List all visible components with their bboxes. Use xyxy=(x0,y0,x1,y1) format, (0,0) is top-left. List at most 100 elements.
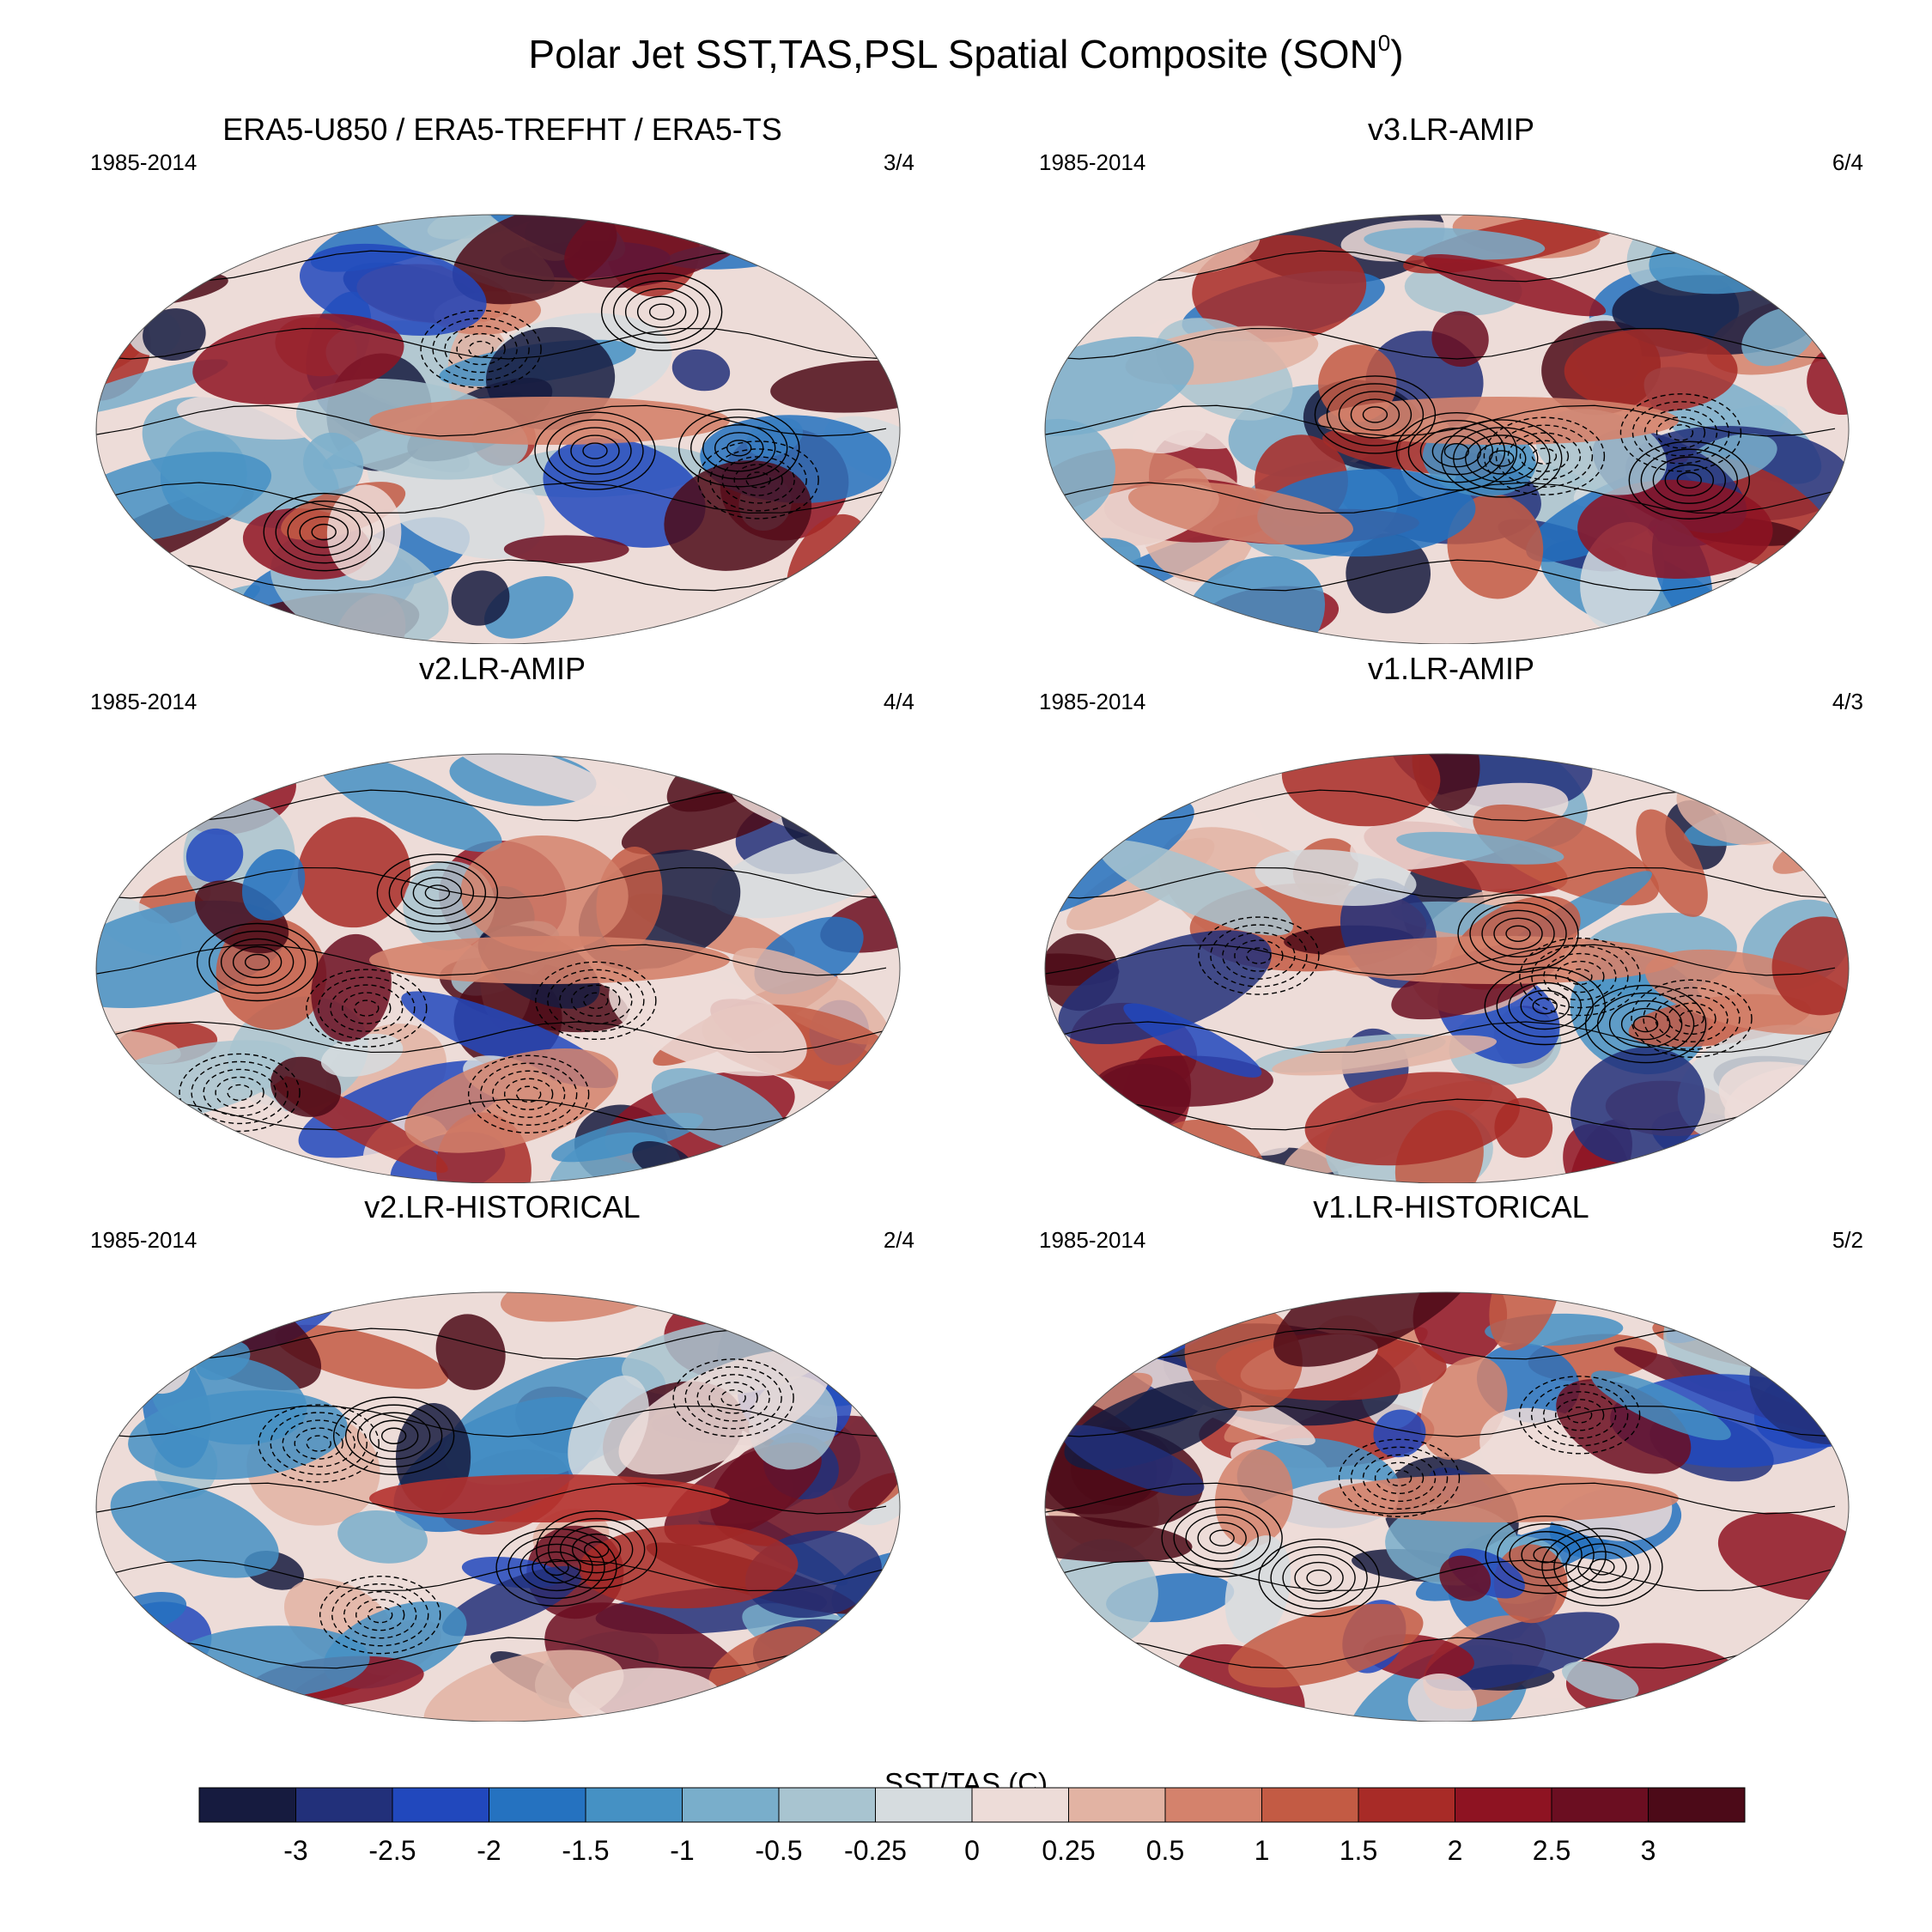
psl-contour xyxy=(306,1435,331,1452)
psl-contour xyxy=(1338,1438,1461,1518)
psl-contour xyxy=(1443,443,1470,460)
psl-contour xyxy=(1664,464,1715,496)
anomaly-region xyxy=(317,754,502,853)
psl-contour xyxy=(368,1419,419,1452)
colorbar-bin xyxy=(1068,1787,1166,1823)
psl-contour xyxy=(1258,1538,1380,1618)
map-outline xyxy=(95,214,901,644)
anomaly-region xyxy=(1214,1449,1293,1547)
anomaly-region xyxy=(1045,588,1168,644)
psl-contour xyxy=(1643,987,1741,1050)
psl-contour xyxy=(1567,968,1593,986)
colorbar-tick-label: -2.5 xyxy=(368,1835,416,1866)
anomaly-region xyxy=(1407,1673,1478,1722)
projected-map xyxy=(1044,1291,1850,1722)
map-panel: v2.LR-HISTORICAL 1985-2014 2/4 xyxy=(90,1189,914,1722)
anomaly-region xyxy=(1591,1370,1731,1441)
projected-map xyxy=(95,1291,901,1722)
psl-contour xyxy=(519,1543,593,1592)
panel-title: v1.LR-HISTORICAL xyxy=(1313,1189,1589,1224)
psl-contour xyxy=(1161,1498,1283,1577)
psl-contour xyxy=(495,1528,617,1607)
anomaly-region xyxy=(775,754,833,791)
panel-years: 1985-2014 xyxy=(1039,689,1146,714)
colorbar-bin xyxy=(971,1787,1069,1823)
anomaly-region xyxy=(1562,1661,1639,1700)
psl-contour xyxy=(380,1427,407,1444)
psl-contour xyxy=(1676,471,1703,489)
psl-contour xyxy=(1519,937,1641,1017)
panel-ratio: 4/4 xyxy=(883,689,914,714)
anomaly-region xyxy=(1396,831,1564,865)
anomaly-region xyxy=(326,484,402,581)
anomaly-region xyxy=(96,1142,198,1183)
psl-contour xyxy=(355,1598,405,1631)
anomaly-region xyxy=(1373,1409,1426,1458)
psl-contour xyxy=(558,427,632,475)
psl-contour xyxy=(612,280,711,343)
anomaly-region xyxy=(1255,849,1417,906)
psl-contour xyxy=(1533,1546,1558,1564)
psl-contour xyxy=(1541,1528,1663,1607)
psl-contour xyxy=(330,984,404,1032)
psl-contour xyxy=(96,944,887,976)
psl-contour xyxy=(479,1062,578,1126)
psl-contour xyxy=(1045,866,1836,899)
psl-contour xyxy=(1465,434,1539,483)
panel-title: v1.LR-AMIP xyxy=(1367,651,1535,686)
colorbar-bin xyxy=(585,1787,683,1823)
psl-contour xyxy=(1294,1561,1344,1595)
psl-contour xyxy=(1485,1516,1607,1595)
psl-contour xyxy=(690,416,788,480)
psl-contour xyxy=(275,500,373,564)
psl-contour xyxy=(96,1021,887,1054)
psl-contour xyxy=(1668,424,1694,441)
colorbar-tick-label: 0 xyxy=(964,1835,980,1866)
psl-contour xyxy=(1497,1523,1595,1587)
anomaly-region xyxy=(1473,804,1659,906)
psl-contour xyxy=(583,1540,610,1558)
colorbar-tick-label: -0.25 xyxy=(844,1835,907,1866)
psl-contour xyxy=(532,1551,581,1584)
psl-contour xyxy=(1270,1546,1368,1610)
anomaly-region xyxy=(801,1292,900,1342)
anomaly-region xyxy=(1224,1535,1291,1644)
psl-contour xyxy=(1489,450,1515,467)
psl-contour xyxy=(388,861,487,925)
psl-contour xyxy=(571,1533,622,1566)
anomaly-region xyxy=(1636,809,1708,917)
psl-contour xyxy=(1628,440,1751,519)
psl-contour xyxy=(1045,404,1836,437)
panel-ratio: 4/3 xyxy=(1832,689,1863,714)
psl-contour xyxy=(1652,456,1727,504)
psl-contour xyxy=(1469,902,1567,965)
psl-contour xyxy=(583,992,609,1010)
psl-contour xyxy=(1632,1015,1659,1033)
anomaly-region xyxy=(1431,311,1489,368)
psl-contour xyxy=(444,325,518,374)
psl-contour xyxy=(420,309,542,389)
psl-contour xyxy=(1282,1553,1356,1602)
psl-contour xyxy=(1542,1391,1617,1439)
psl-contour xyxy=(467,1054,590,1133)
psl-contour xyxy=(1554,1399,1605,1431)
psl-contour xyxy=(507,1535,605,1600)
anomaly-region xyxy=(303,432,364,495)
anomaly-region xyxy=(1273,1292,1483,1367)
map-outline xyxy=(1044,214,1850,644)
anomaly-region xyxy=(1772,815,1849,874)
psl-contour xyxy=(318,976,416,1040)
anomaly-region xyxy=(320,1033,404,1078)
anomaly-region xyxy=(1439,1555,1492,1601)
psl-contour xyxy=(1441,419,1563,498)
psl-contour xyxy=(714,432,764,465)
anomaly-region xyxy=(1564,328,1738,413)
anomaly-region xyxy=(1350,782,1569,871)
map-panel: v3.LR-AMIP 1985-2014 6/4 xyxy=(1039,112,1863,644)
panel-ratio: 2/4 xyxy=(883,1227,914,1253)
anomaly-region xyxy=(241,848,306,921)
psl-contour xyxy=(96,1405,887,1437)
psl-contour xyxy=(311,523,337,541)
psl-contour xyxy=(1532,997,1558,1015)
psl-contour xyxy=(697,440,819,519)
